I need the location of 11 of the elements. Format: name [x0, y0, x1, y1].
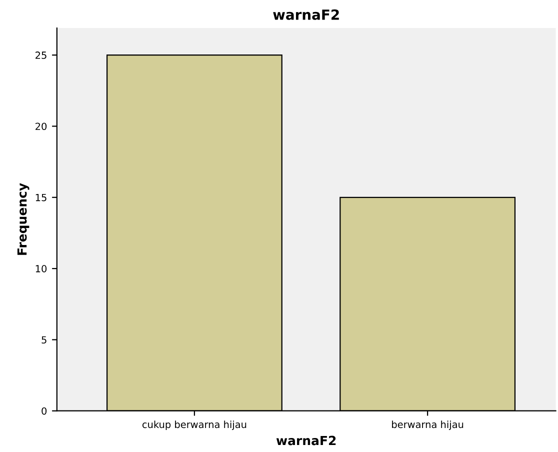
chart-title: warnaF2 [273, 9, 339, 20]
y-tick-label: 20 [36, 122, 47, 130]
y-axis-title: Frequency [17, 183, 30, 255]
y-tick-label: 15 [36, 194, 46, 202]
x-tick-label: berwarna hijau [392, 420, 464, 430]
x-tick-label: cukup berwarna hijau [142, 420, 246, 430]
y-tick-label: 25 [36, 52, 46, 59]
y-tick-label: 5 [42, 336, 46, 344]
x-axis-title: warnaF2 [276, 436, 336, 446]
y-tick-label: 10 [36, 265, 47, 272]
y-tick-label: 0 [42, 407, 47, 415]
